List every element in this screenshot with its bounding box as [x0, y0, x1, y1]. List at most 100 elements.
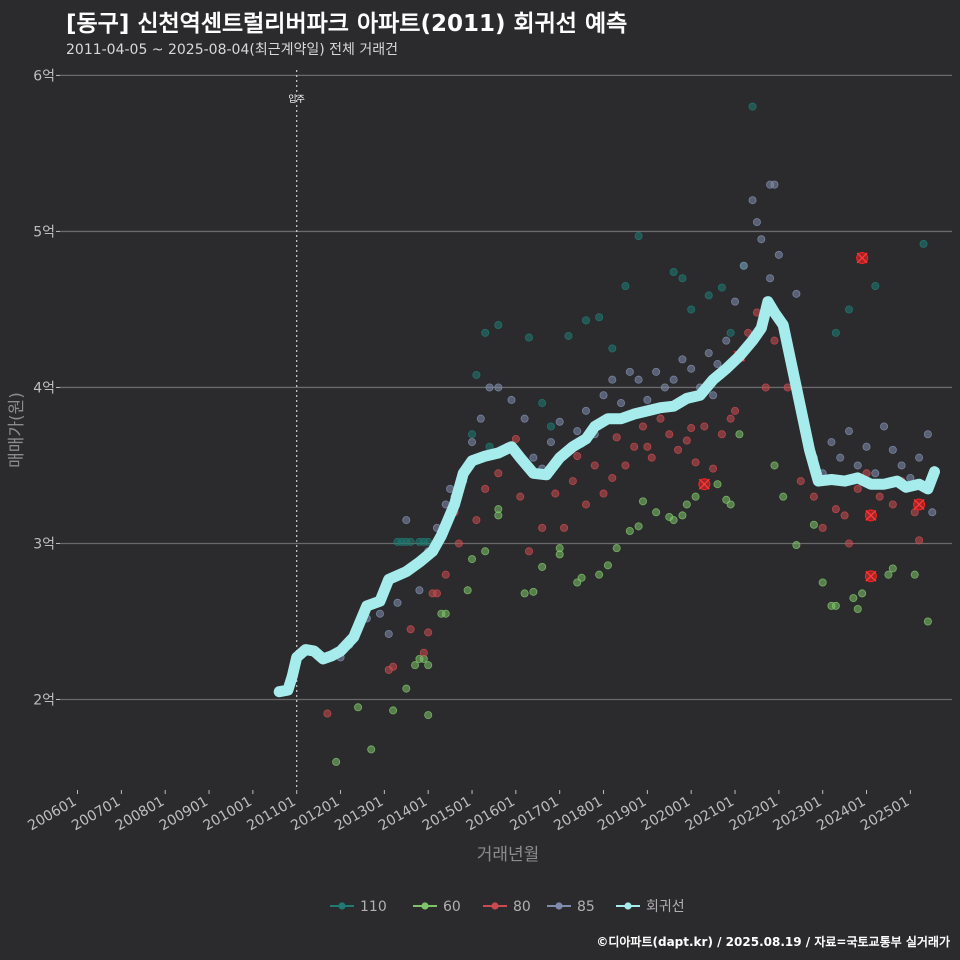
point-85 — [722, 336, 731, 345]
credit-text: ©디아파트(dapt.kr) / 2025.08.19 / 자료=국토교통부 실… — [596, 935, 950, 949]
point-60 — [441, 609, 450, 618]
point-60 — [770, 461, 779, 470]
point-60 — [481, 547, 490, 556]
point-80 — [844, 539, 853, 548]
point-110 — [621, 282, 630, 291]
point-85 — [928, 508, 937, 517]
point-60 — [713, 480, 722, 489]
point-60 — [910, 570, 919, 579]
point-110 — [472, 370, 481, 379]
point-80 — [538, 523, 547, 532]
legend-swatch-dot — [491, 902, 499, 910]
point-60 — [538, 562, 547, 571]
point-80 — [419, 648, 428, 657]
point-110 — [468, 430, 477, 439]
point-60 — [494, 505, 503, 514]
point-85 — [915, 453, 924, 462]
point-80 — [551, 489, 560, 498]
point-110 — [595, 313, 604, 322]
point-80 — [888, 500, 897, 509]
point-80 — [599, 489, 608, 498]
point-85 — [520, 414, 529, 423]
grid-layer — [56, 74, 952, 794]
point-80 — [831, 505, 840, 514]
point-80 — [590, 461, 599, 470]
chart-title: [동구] 신천역센트럴리버파크 아파트(2011) 회귀선 예측 — [66, 11, 628, 37]
point-85 — [643, 395, 652, 404]
x-tick-label: 200901 — [157, 794, 211, 835]
point-85 — [704, 349, 713, 358]
point-85 — [608, 375, 617, 384]
point-60 — [402, 684, 411, 693]
point-80 — [511, 434, 520, 443]
x-tick-label: 202101 — [683, 794, 737, 835]
point-110 — [717, 283, 726, 292]
x-tick-label: 202001 — [639, 794, 693, 835]
point-60 — [529, 587, 538, 596]
point-60 — [923, 617, 932, 626]
point-80 — [761, 383, 770, 392]
point-80 — [608, 473, 617, 482]
point-110 — [687, 305, 696, 314]
point-60 — [411, 661, 420, 670]
point-85 — [393, 598, 402, 607]
x-tick-label: 200701 — [69, 794, 123, 835]
x-tick-label: 201801 — [551, 794, 605, 835]
point-60 — [638, 497, 647, 506]
point-80 — [700, 422, 709, 431]
point-80 — [406, 625, 415, 634]
point-85 — [709, 391, 718, 400]
point-85 — [731, 297, 740, 306]
point-60 — [555, 544, 564, 553]
point-80 — [424, 628, 433, 637]
point-85 — [476, 414, 485, 423]
y-tick-label: 4억 — [33, 380, 55, 396]
chart-subtitle: 2011-04-05 ~ 2025-08-04(최근계약일) 전체 거래건 — [66, 42, 398, 58]
point-80 — [494, 469, 503, 478]
point-60 — [625, 526, 634, 535]
highlight-point — [913, 498, 926, 511]
point-80 — [525, 547, 534, 556]
scatter-points — [323, 102, 937, 766]
point-60 — [595, 570, 604, 579]
point-110 — [538, 399, 547, 408]
y-tick-label: 2억 — [33, 693, 55, 709]
point-60 — [603, 561, 612, 570]
point-80 — [853, 484, 862, 493]
point-80 — [875, 492, 884, 501]
regression-layer — [273, 296, 940, 698]
point-85 — [923, 430, 932, 439]
highlight-cross — [698, 478, 710, 490]
highlight-cross — [865, 570, 877, 582]
point-60 — [831, 601, 840, 610]
point-60 — [884, 570, 893, 579]
highlight-point — [864, 570, 877, 583]
point-85 — [888, 445, 897, 454]
legend-label: 80 — [513, 899, 531, 915]
point-85 — [507, 395, 516, 404]
point-85 — [625, 367, 634, 376]
point-85 — [384, 629, 393, 638]
legend-item-regression: 회귀선 — [616, 899, 685, 915]
point-80 — [656, 414, 665, 423]
x-tick-label: 202301 — [770, 794, 824, 835]
y-tick-label: 6억 — [33, 68, 55, 84]
legend-label: 60 — [443, 899, 461, 915]
point-60 — [888, 564, 897, 573]
point-110 — [919, 239, 928, 248]
point-85 — [853, 461, 862, 470]
legend-item-60: 60 — [413, 899, 461, 915]
point-85 — [774, 250, 783, 259]
x-tick-label: 201901 — [595, 794, 649, 835]
point-85 — [581, 406, 590, 415]
point-60 — [735, 430, 744, 439]
point-60 — [691, 492, 700, 501]
point-85 — [494, 383, 503, 392]
point-80 — [454, 539, 463, 548]
point-60 — [389, 706, 398, 715]
x-tick-label: 201101 — [244, 794, 298, 835]
point-80 — [481, 484, 490, 493]
point-80 — [674, 445, 683, 454]
